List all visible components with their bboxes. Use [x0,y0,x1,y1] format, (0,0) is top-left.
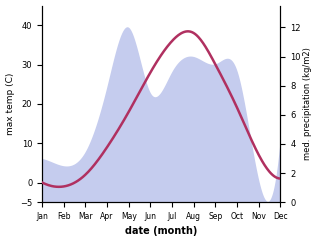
Y-axis label: max temp (C): max temp (C) [5,73,15,135]
Y-axis label: med. precipitation (kg/m2): med. precipitation (kg/m2) [303,47,313,160]
X-axis label: date (month): date (month) [125,227,197,236]
